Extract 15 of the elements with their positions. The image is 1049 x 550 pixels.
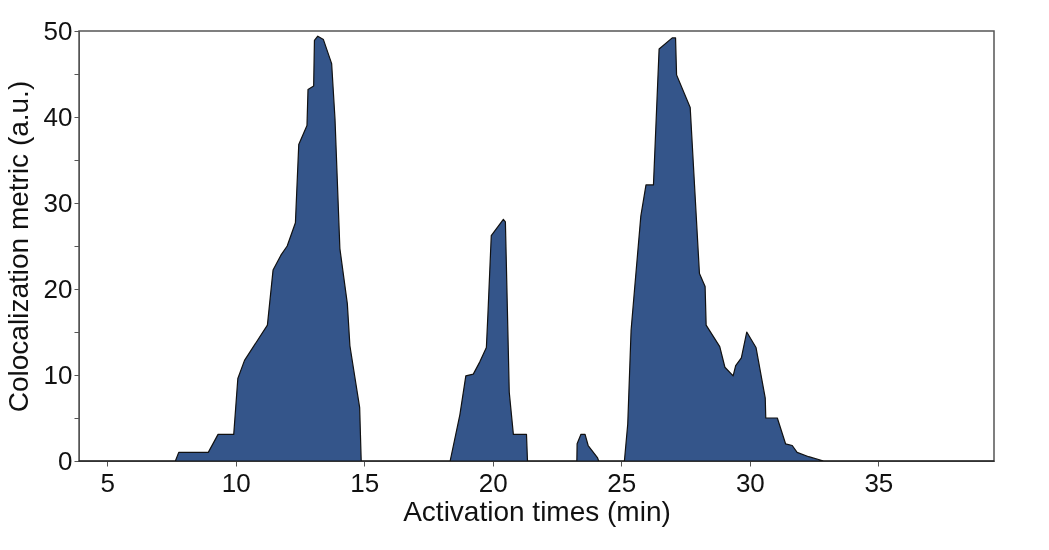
y-tick-label: 40: [43, 101, 73, 132]
x-tick-label: 15: [350, 467, 380, 498]
y-tick-label: 0: [58, 445, 73, 476]
y-axis-title: Colocalization metric (a.u.): [2, 80, 34, 413]
x-tick-label: 5: [100, 467, 116, 498]
y-tick-label: 20: [43, 273, 73, 304]
x-tick-label: 25: [607, 467, 637, 498]
y-tick-label: 30: [43, 187, 73, 218]
x-tick-label: 35: [864, 467, 894, 498]
x-axis-title: Activation times (min): [403, 495, 671, 527]
y-tick-label: 50: [43, 15, 73, 46]
x-tick-label: 10: [221, 467, 251, 498]
x-tick-label: 20: [478, 467, 508, 498]
x-tick-label: 30: [735, 467, 765, 498]
y-tick-label: 10: [43, 359, 73, 390]
